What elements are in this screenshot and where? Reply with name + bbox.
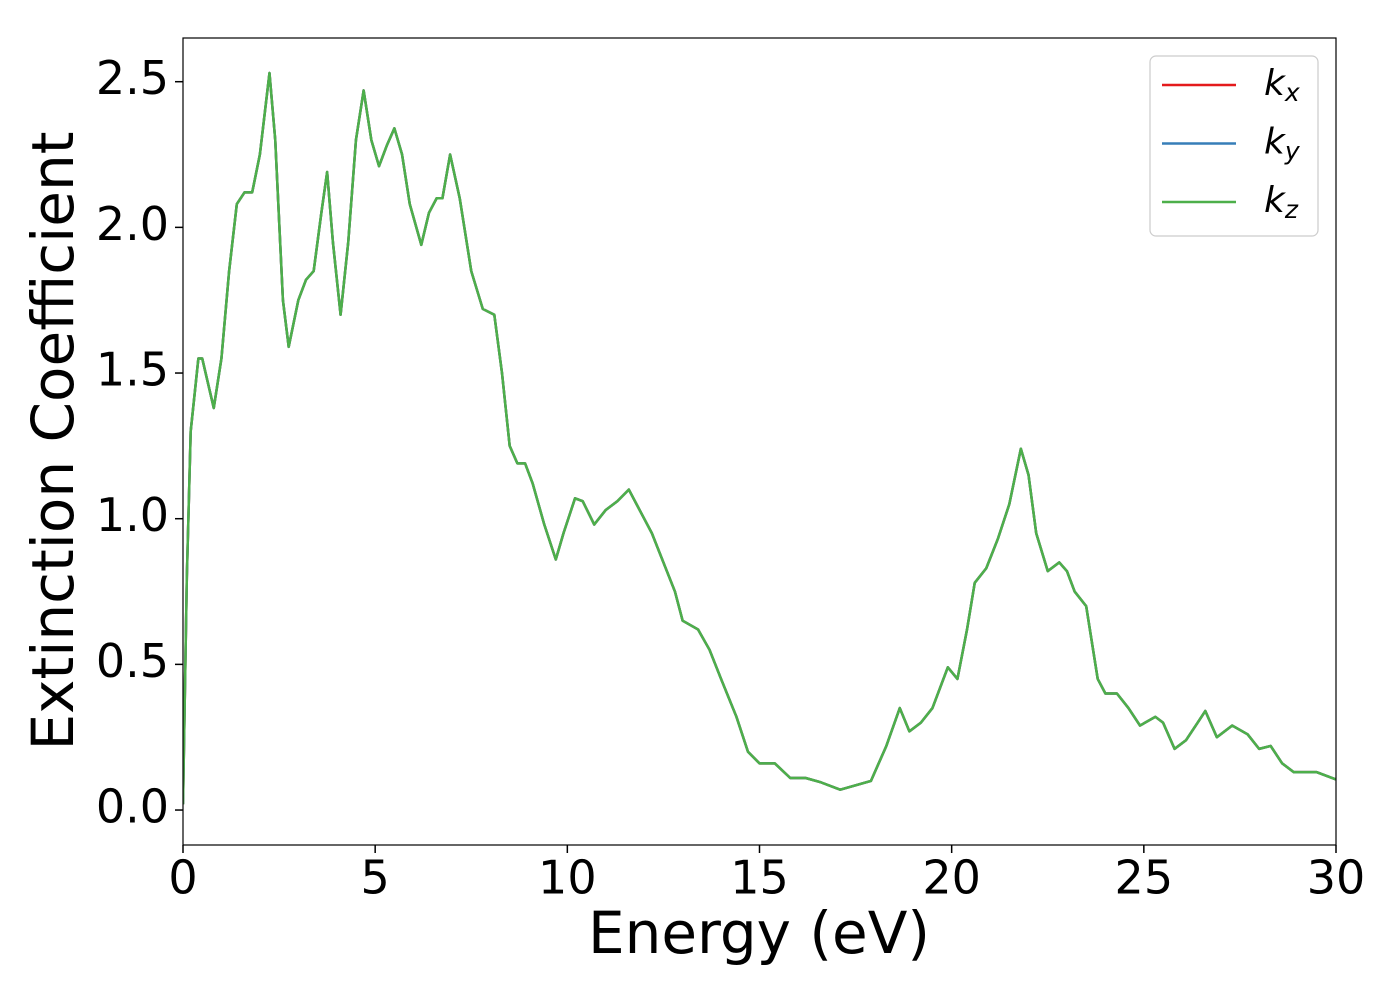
y-tick-label: 1.5 bbox=[96, 343, 169, 397]
plot-frame bbox=[182, 37, 1337, 846]
y-tick-label: 1.0 bbox=[96, 488, 169, 542]
y-tick-label: 2.0 bbox=[96, 197, 169, 251]
x-tick-label: 25 bbox=[1115, 851, 1174, 905]
x-tick-label: 15 bbox=[730, 851, 789, 905]
x-tick-label: 10 bbox=[538, 851, 597, 905]
y-axis-label: Extinction Coefficient bbox=[19, 132, 87, 751]
y-tick-label: 2.5 bbox=[96, 51, 169, 105]
legend-box bbox=[1149, 55, 1319, 237]
y-tick-label: 0.5 bbox=[96, 634, 169, 688]
x-tick-label: 0 bbox=[168, 851, 197, 905]
legend-label: ky bbox=[1264, 122, 1301, 166]
x-tick-label: 20 bbox=[922, 851, 981, 905]
data-line bbox=[183, 71, 1336, 805]
x-axis-label: Energy (eV) bbox=[588, 899, 930, 967]
y-tick-label: 0.0 bbox=[96, 780, 169, 834]
x-tick-label: 30 bbox=[1307, 851, 1366, 905]
legend-label: kx bbox=[1264, 63, 1300, 107]
x-tick-label: 5 bbox=[361, 851, 390, 905]
legend-label: kz bbox=[1264, 180, 1299, 224]
plot-lines bbox=[183, 71, 1336, 805]
